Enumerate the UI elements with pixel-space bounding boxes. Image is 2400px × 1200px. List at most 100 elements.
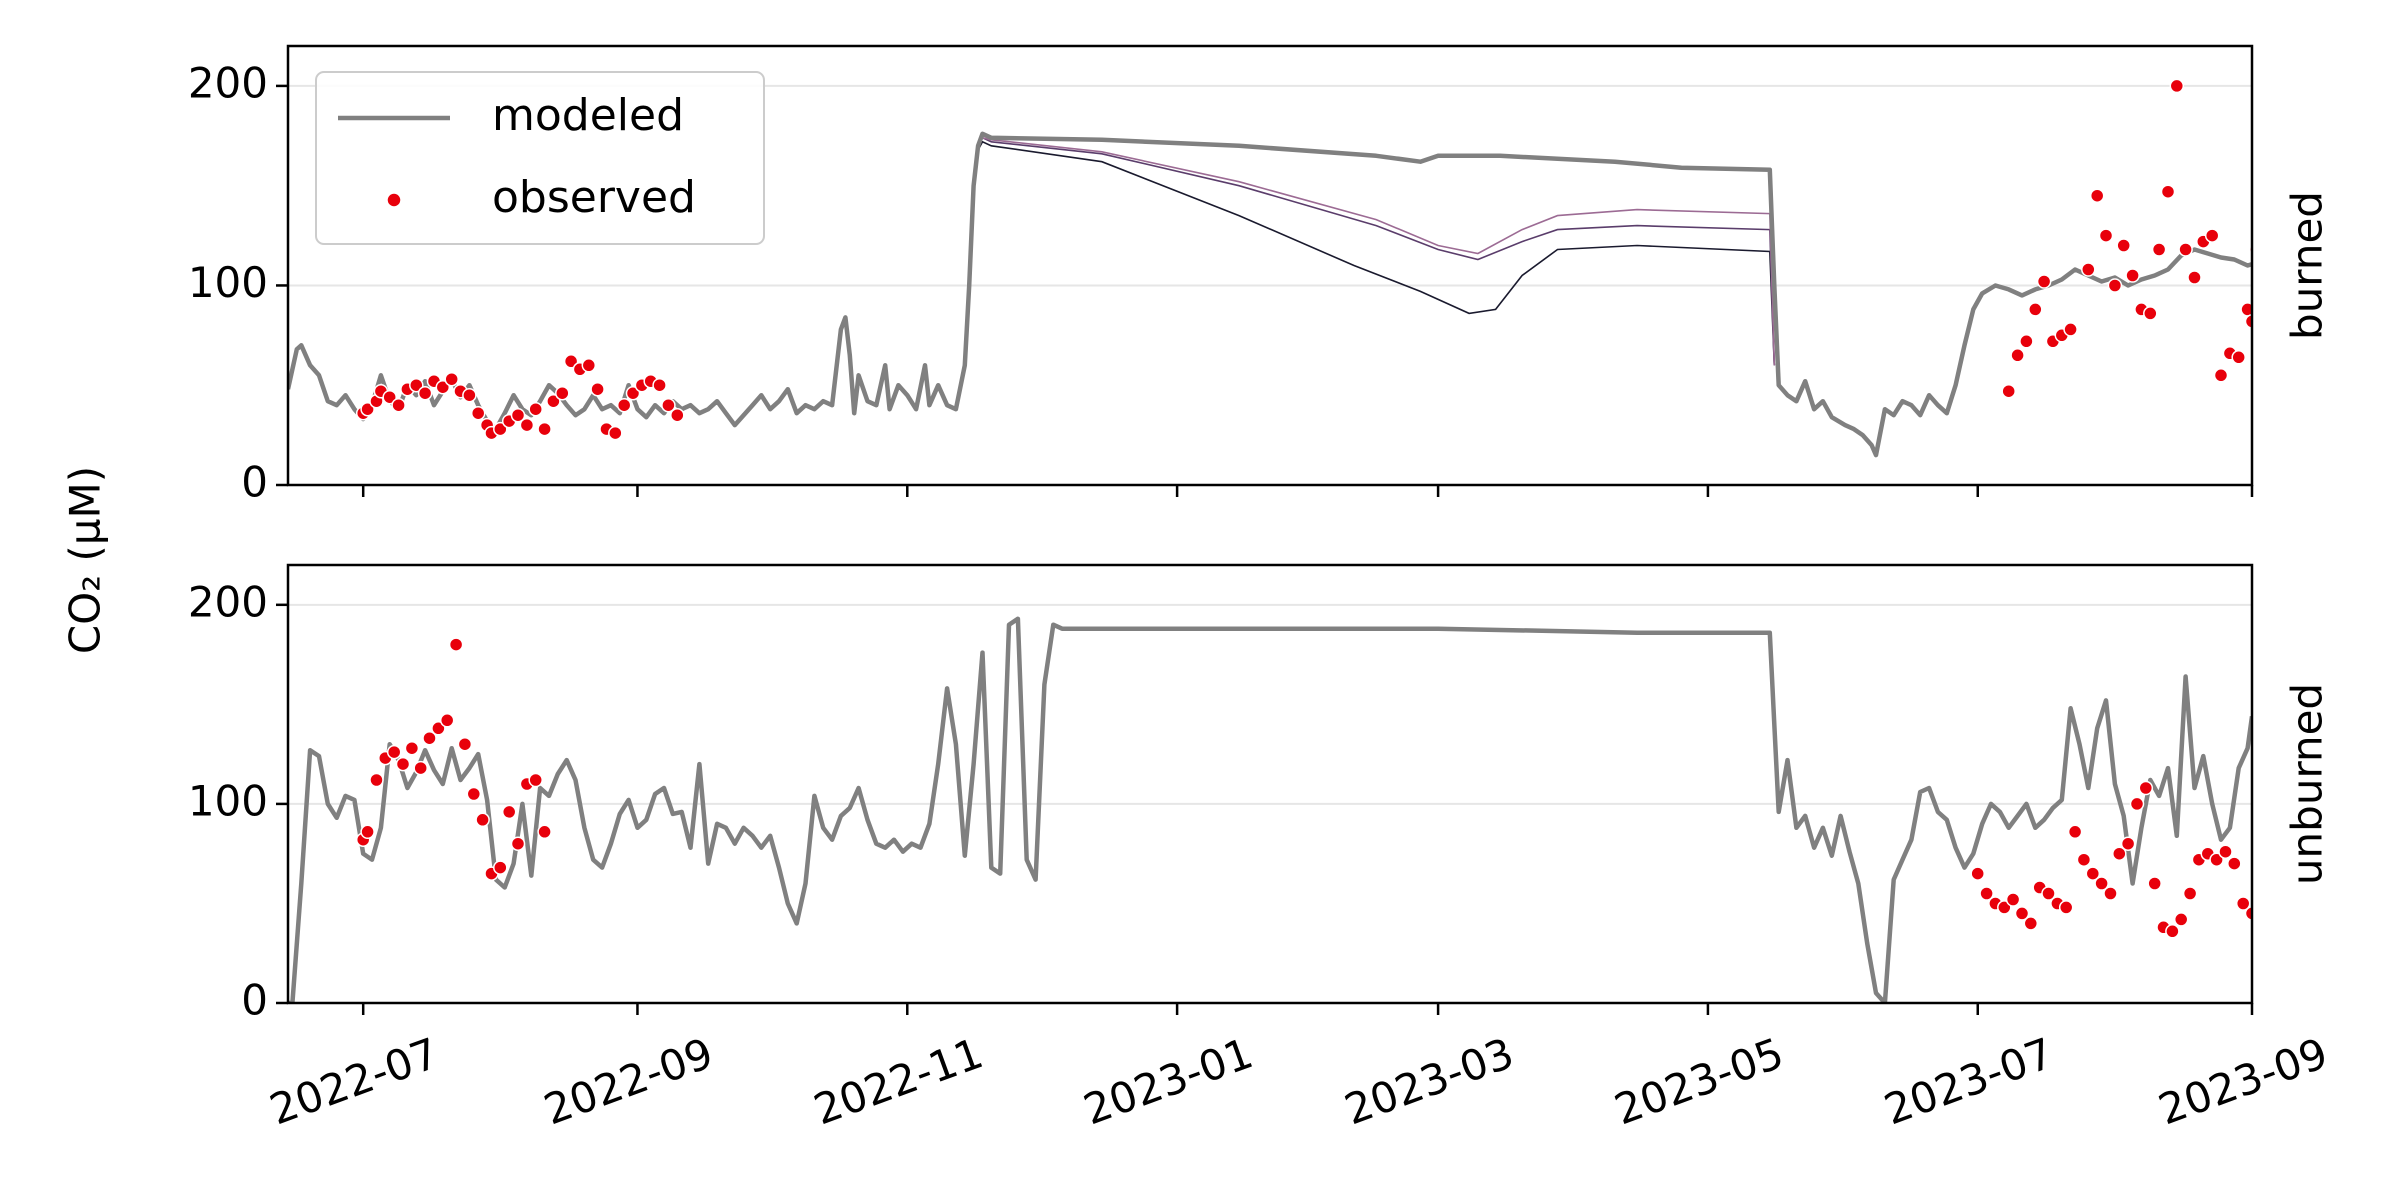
observed-point <box>2089 188 2105 203</box>
y-tick-label: 100 <box>188 258 268 307</box>
y-tick-label: 200 <box>188 58 268 107</box>
observed-point <box>2356 271 2369 284</box>
observed-point <box>413 760 428 776</box>
observed-point <box>2218 844 2233 859</box>
y-tick-label: 0 <box>241 458 268 507</box>
observed-point <box>2005 892 2021 907</box>
observed-point <box>2365 327 2378 340</box>
observed-point <box>510 407 526 423</box>
y-tick-label: 100 <box>188 776 268 825</box>
observed-point <box>555 385 570 401</box>
observed-point <box>2338 323 2351 336</box>
observed-point <box>2058 900 2074 915</box>
observed-point <box>2098 228 2114 243</box>
observed-point <box>2187 270 2202 285</box>
panel-unburned: 0 100 200 unburned <box>188 563 2332 1025</box>
legend-box <box>315 71 765 245</box>
observed-point <box>409 377 424 393</box>
observed-point <box>431 721 446 736</box>
observed-point <box>2244 314 2252 329</box>
observed-point <box>581 358 597 373</box>
observed-point <box>2299 893 2312 906</box>
observed-point <box>2103 886 2118 901</box>
observed-point <box>493 860 508 875</box>
observed-point <box>661 397 676 413</box>
observed-point <box>475 812 490 828</box>
observed-point <box>493 421 508 437</box>
observed-point <box>2227 856 2242 871</box>
modeled-line <box>288 131 2252 458</box>
observed-point <box>652 377 667 393</box>
panel-label-burned: burned <box>2283 191 2332 340</box>
observed-point <box>2094 876 2109 891</box>
observed-point <box>2321 355 2334 368</box>
observed-point <box>2272 901 2285 914</box>
observed-point <box>2041 886 2056 901</box>
x-tick-label: 2023-01 <box>1077 1028 1259 1134</box>
observed-point <box>608 425 623 441</box>
legend-label-modeled: modeled <box>492 90 684 141</box>
observed-point <box>2147 876 2162 891</box>
ensemble-line <box>972 140 1776 366</box>
x-tick-label: 2023-07 <box>1878 1028 2060 1134</box>
y-tick-label: 200 <box>188 577 268 626</box>
y-axis-title: CO₂ (μM) <box>61 466 110 654</box>
observed-point <box>404 740 420 756</box>
observed-point <box>546 393 561 409</box>
observed-point <box>2374 309 2387 322</box>
axes-frame <box>286 563 2254 1005</box>
panel-label-unburned: unburned <box>2283 683 2332 885</box>
observed-point <box>2165 924 2180 939</box>
observed-point <box>2023 916 2039 931</box>
observed-point <box>2259 211 2272 224</box>
observed-point <box>537 824 552 840</box>
observed-point <box>395 756 411 772</box>
observed-point <box>528 772 543 788</box>
observed-point <box>422 730 437 746</box>
observed-point <box>369 772 384 788</box>
observed-point <box>2063 322 2078 337</box>
observed-point <box>2151 242 2167 257</box>
x-tick-label: 2022-11 <box>807 1028 989 1134</box>
observed-point <box>2235 896 2251 911</box>
x-tick-label: 2023-05 <box>1608 1028 1790 1134</box>
plot-area <box>288 78 2387 458</box>
observed-point <box>510 836 526 851</box>
observed-point <box>2173 912 2189 927</box>
legend: modeled observed <box>315 71 765 245</box>
x-tick-label: 2022-09 <box>538 1028 720 1134</box>
observed-point <box>2036 274 2052 289</box>
y-tick-label: 0 <box>241 976 268 1025</box>
observed-point <box>2085 866 2101 881</box>
axes-frame <box>286 44 2254 487</box>
observed-point <box>519 417 535 433</box>
observed-point <box>439 713 455 728</box>
modeled-line <box>288 616 2252 1003</box>
observed-point <box>2231 350 2246 365</box>
x-tick-label: 2023-09 <box>2152 1028 2334 1134</box>
legend-swatch-dot <box>386 192 402 208</box>
observed-point <box>2263 913 2276 926</box>
x-tick-label: 2023-03 <box>1338 1028 1520 1134</box>
observed-point <box>2178 242 2193 257</box>
observed-point <box>2067 824 2083 840</box>
observed-point <box>386 744 402 760</box>
observed-point <box>1970 866 1985 881</box>
observed-point <box>2347 299 2360 312</box>
observed-point <box>457 736 473 752</box>
observed-point <box>2125 268 2140 283</box>
observed-point <box>2204 228 2220 243</box>
observed-point <box>590 381 605 397</box>
observed-point <box>2254 909 2267 922</box>
observed-point <box>616 397 632 413</box>
panel-burned: 0 100 200 burned <box>188 44 2387 507</box>
ensemble-line <box>972 136 1776 366</box>
observed-point <box>2076 852 2092 867</box>
observed-point <box>537 421 552 437</box>
observed-point <box>2213 368 2229 383</box>
observed-point <box>382 389 397 405</box>
observed-point <box>2330 359 2343 372</box>
observed-point <box>448 637 464 652</box>
observed-point <box>625 385 641 401</box>
x-tick-label: 2022-07 <box>263 1028 445 1134</box>
